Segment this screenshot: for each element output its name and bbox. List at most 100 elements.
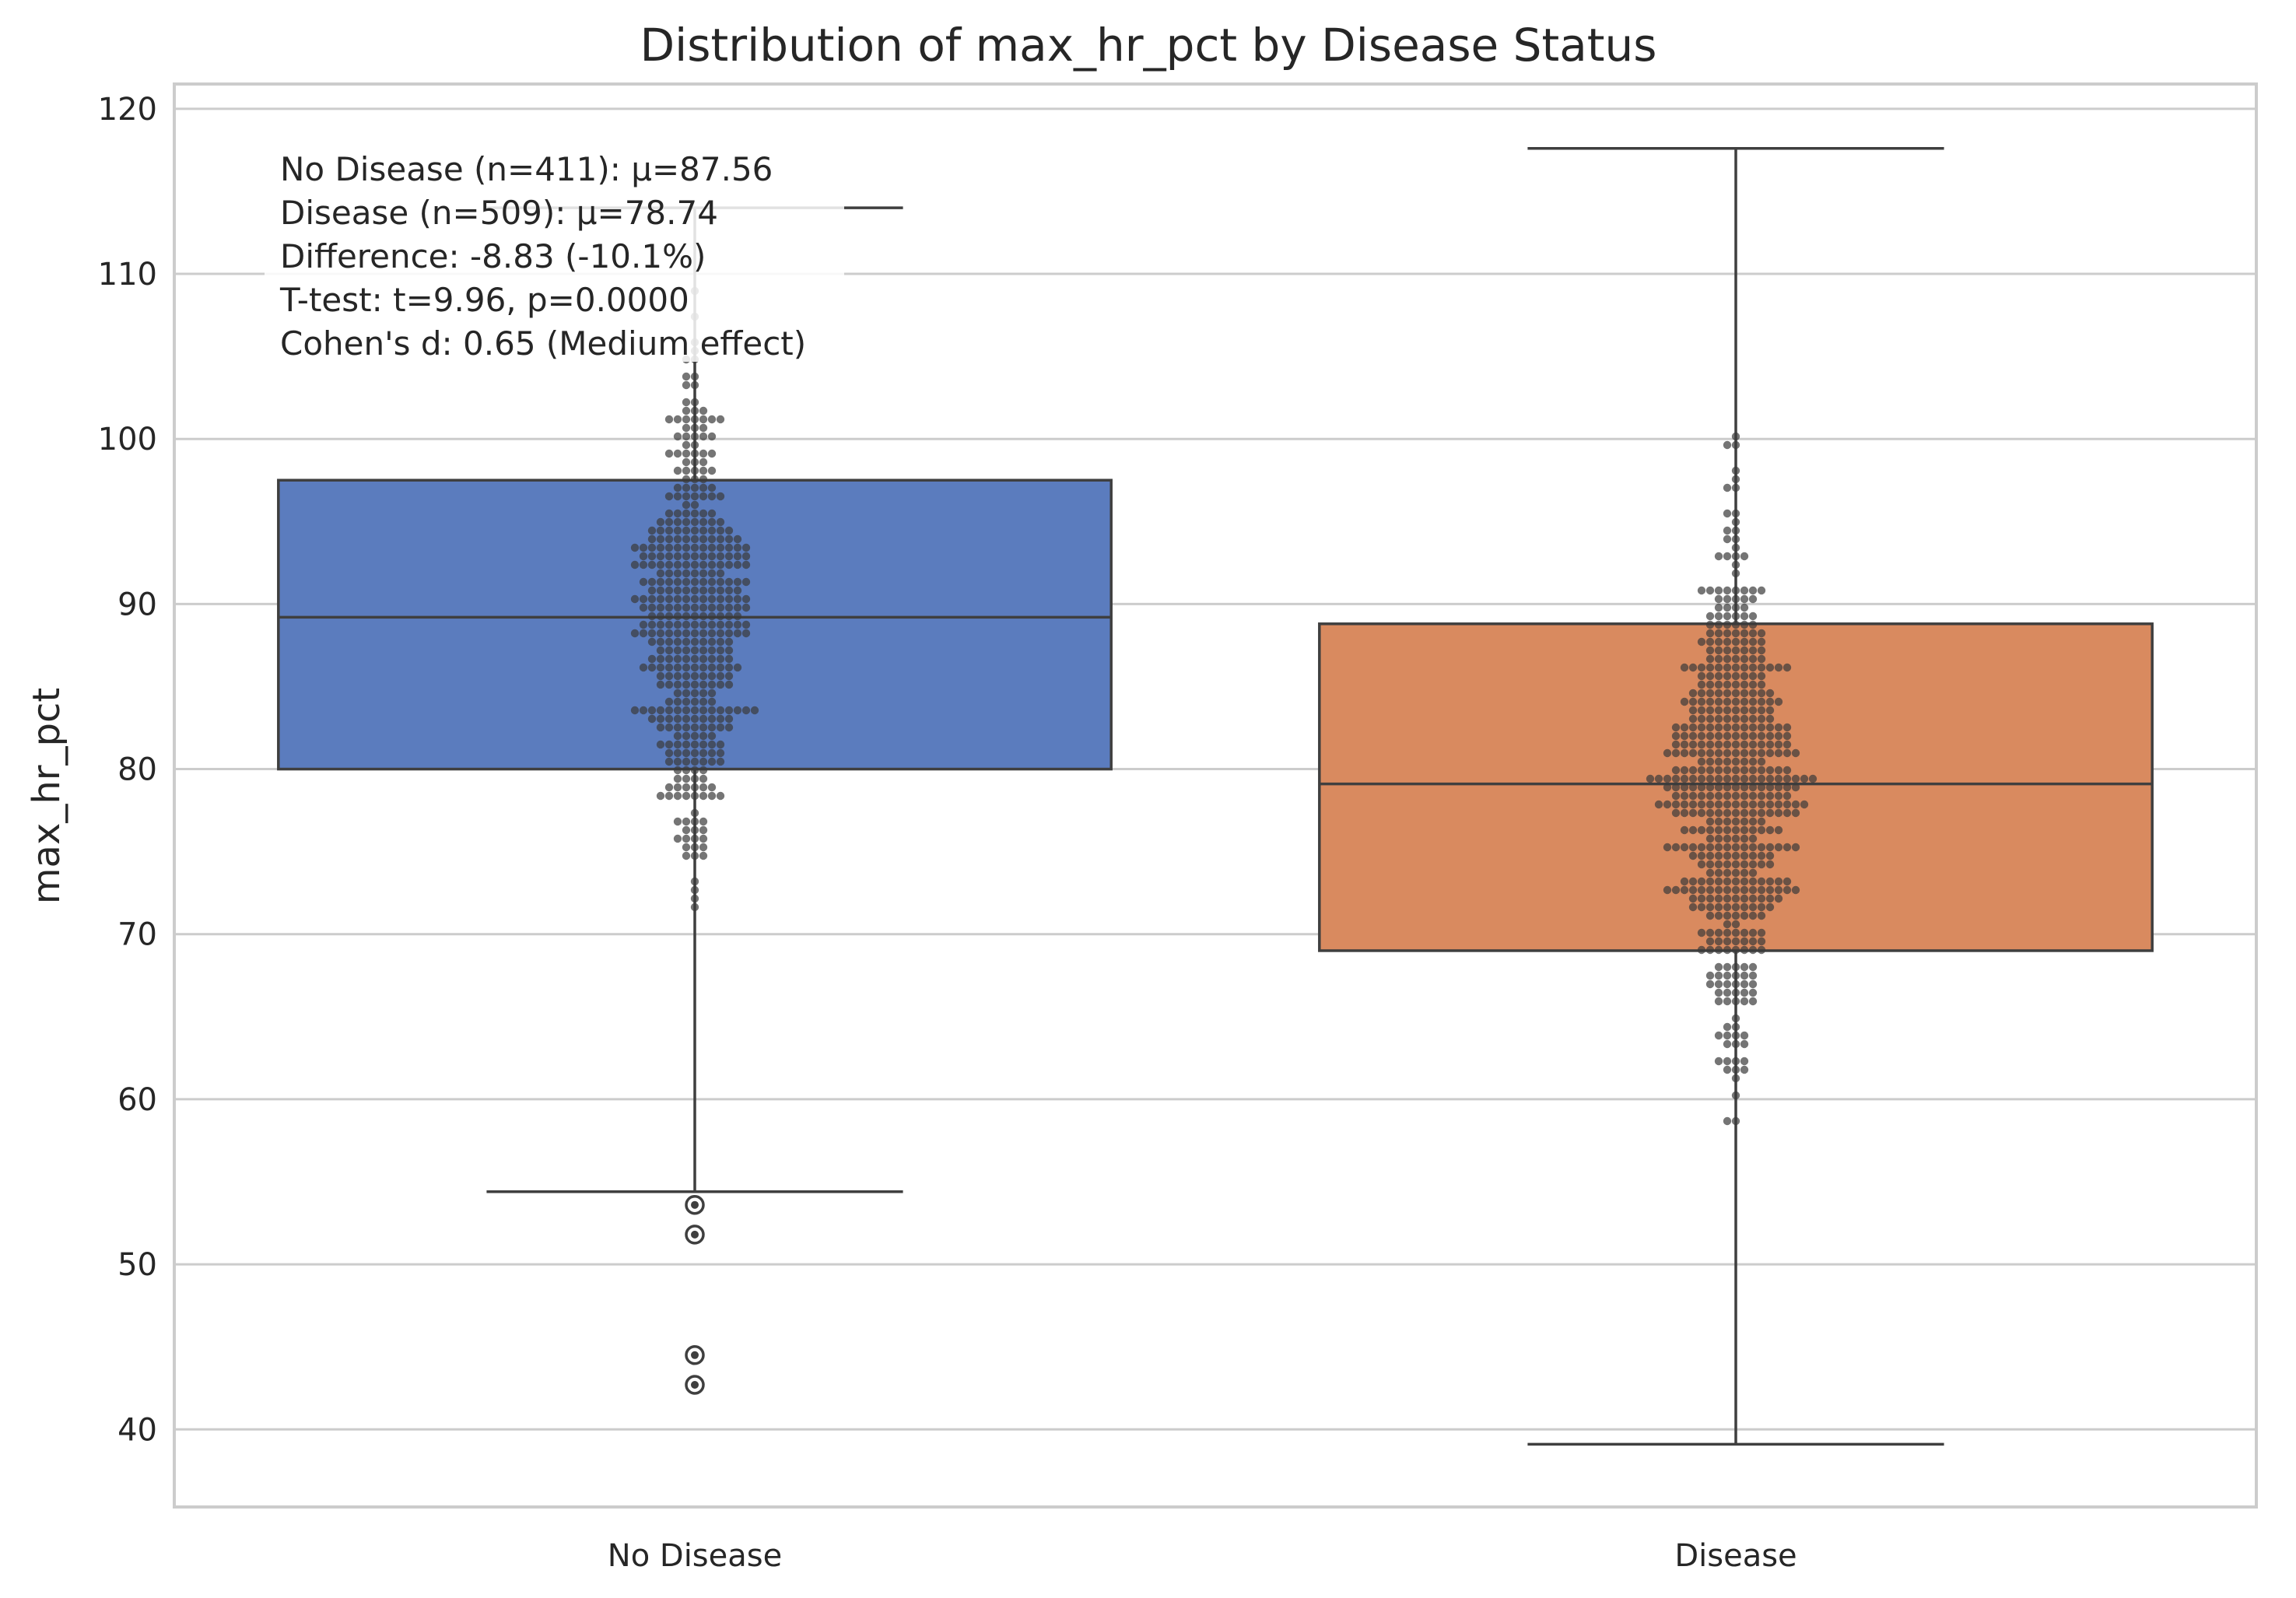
swarm-point [1714, 877, 1723, 886]
swarm-point [639, 594, 648, 604]
swarm-point [707, 697, 717, 706]
swarm-point [1688, 783, 1698, 792]
swarm-point [1723, 868, 1732, 878]
swarm-point [639, 629, 648, 638]
swarm-point [1697, 689, 1706, 698]
swarm-point [673, 654, 682, 664]
swarm-point [1740, 971, 1749, 980]
swarm-point [1731, 962, 1740, 972]
swarm-point [1697, 663, 1706, 672]
swarm-point [699, 671, 708, 681]
y-tick-label: 90 [117, 587, 157, 622]
swarm-point [1740, 808, 1749, 818]
swarm-point [1731, 945, 1740, 955]
swarm-point [1765, 723, 1775, 732]
swarm-point [1774, 894, 1783, 903]
swarm-point [1688, 731, 1698, 741]
swarm-point [1671, 731, 1681, 741]
swarm-point [699, 689, 708, 698]
swarm-point [1748, 714, 1758, 724]
swarm-point [1740, 791, 1749, 801]
swarm-point [1748, 894, 1758, 903]
swarm-point [1723, 671, 1732, 681]
swarm-point [690, 894, 699, 903]
swarm-point [690, 774, 699, 783]
swarm-point [690, 689, 699, 698]
swarm-point [1671, 808, 1681, 818]
swarm-point [1731, 612, 1740, 621]
swarm-point [1714, 971, 1723, 980]
swarm-point [1757, 654, 1766, 664]
swarm-point [1697, 928, 1706, 937]
swarm-point [647, 663, 657, 672]
swarm-point [1705, 629, 1715, 638]
swarm-point [1723, 697, 1732, 706]
swarm-point [664, 663, 674, 672]
swarm-point [1705, 877, 1715, 886]
swarm-point [699, 851, 708, 860]
swarm-point [1757, 748, 1766, 758]
swarm-point [682, 766, 691, 775]
swarm-point [1765, 860, 1775, 869]
swarm-point [1748, 586, 1758, 595]
swarm-point [1731, 432, 1740, 441]
swarm-point [690, 637, 699, 647]
swarm-point [1740, 714, 1749, 724]
swarm-point [1714, 843, 1723, 852]
swarm-point [682, 415, 691, 424]
swarm-point [724, 612, 734, 621]
swarm-point [1697, 774, 1706, 783]
swarm-point [682, 432, 691, 441]
swarm-point [1731, 997, 1740, 1006]
swarm-point [733, 577, 742, 587]
swarm-point [1714, 603, 1723, 612]
swarm-point [673, 534, 682, 544]
swarm-point [1740, 962, 1749, 972]
swarm-point [1731, 663, 1740, 672]
swarm-point [1740, 620, 1749, 629]
swarm-point [682, 534, 691, 544]
swarm-point [1731, 586, 1740, 595]
swarm-point [733, 663, 742, 672]
swarm-point [733, 594, 742, 604]
swarm-point [1714, 689, 1723, 698]
swarm-point [1757, 825, 1766, 835]
swarm-point [1731, 723, 1740, 732]
swarm-point [690, 492, 699, 501]
swarm-point [741, 543, 751, 552]
swarm-point [707, 543, 717, 552]
swarm-point [1765, 774, 1775, 783]
swarm-point [656, 714, 665, 724]
swarm-point [682, 783, 691, 792]
swarm-point [1765, 902, 1775, 912]
swarm-point [1757, 945, 1766, 955]
swarm-point [690, 577, 699, 587]
swarm-point [664, 509, 674, 518]
swarm-point [1723, 637, 1732, 647]
swarm-point [1705, 928, 1715, 937]
swarm-point [1723, 509, 1732, 518]
swarm-point [664, 492, 674, 501]
swarm-point [1748, 928, 1758, 937]
swarm-point [682, 697, 691, 706]
swarm-point [1731, 637, 1740, 647]
swarm-point [716, 620, 725, 629]
y-tick-label: 60 [117, 1082, 157, 1118]
swarm-point [682, 620, 691, 629]
swarm-point [707, 637, 717, 647]
swarm-point [1757, 723, 1766, 732]
flier-point [685, 1345, 705, 1365]
swarm-point [1688, 689, 1698, 698]
swarm-point [707, 620, 717, 629]
swarm-point [647, 543, 657, 552]
swarm-point [1723, 552, 1732, 561]
swarm-point [707, 526, 717, 535]
swarm-point [724, 594, 734, 604]
swarm-point [673, 817, 682, 826]
swarm-point [716, 654, 725, 664]
swarm-point [673, 449, 682, 458]
flier-center [691, 1230, 699, 1239]
swarm-point [1774, 791, 1783, 801]
swarm-point [699, 723, 708, 732]
swarm-point [664, 723, 674, 732]
